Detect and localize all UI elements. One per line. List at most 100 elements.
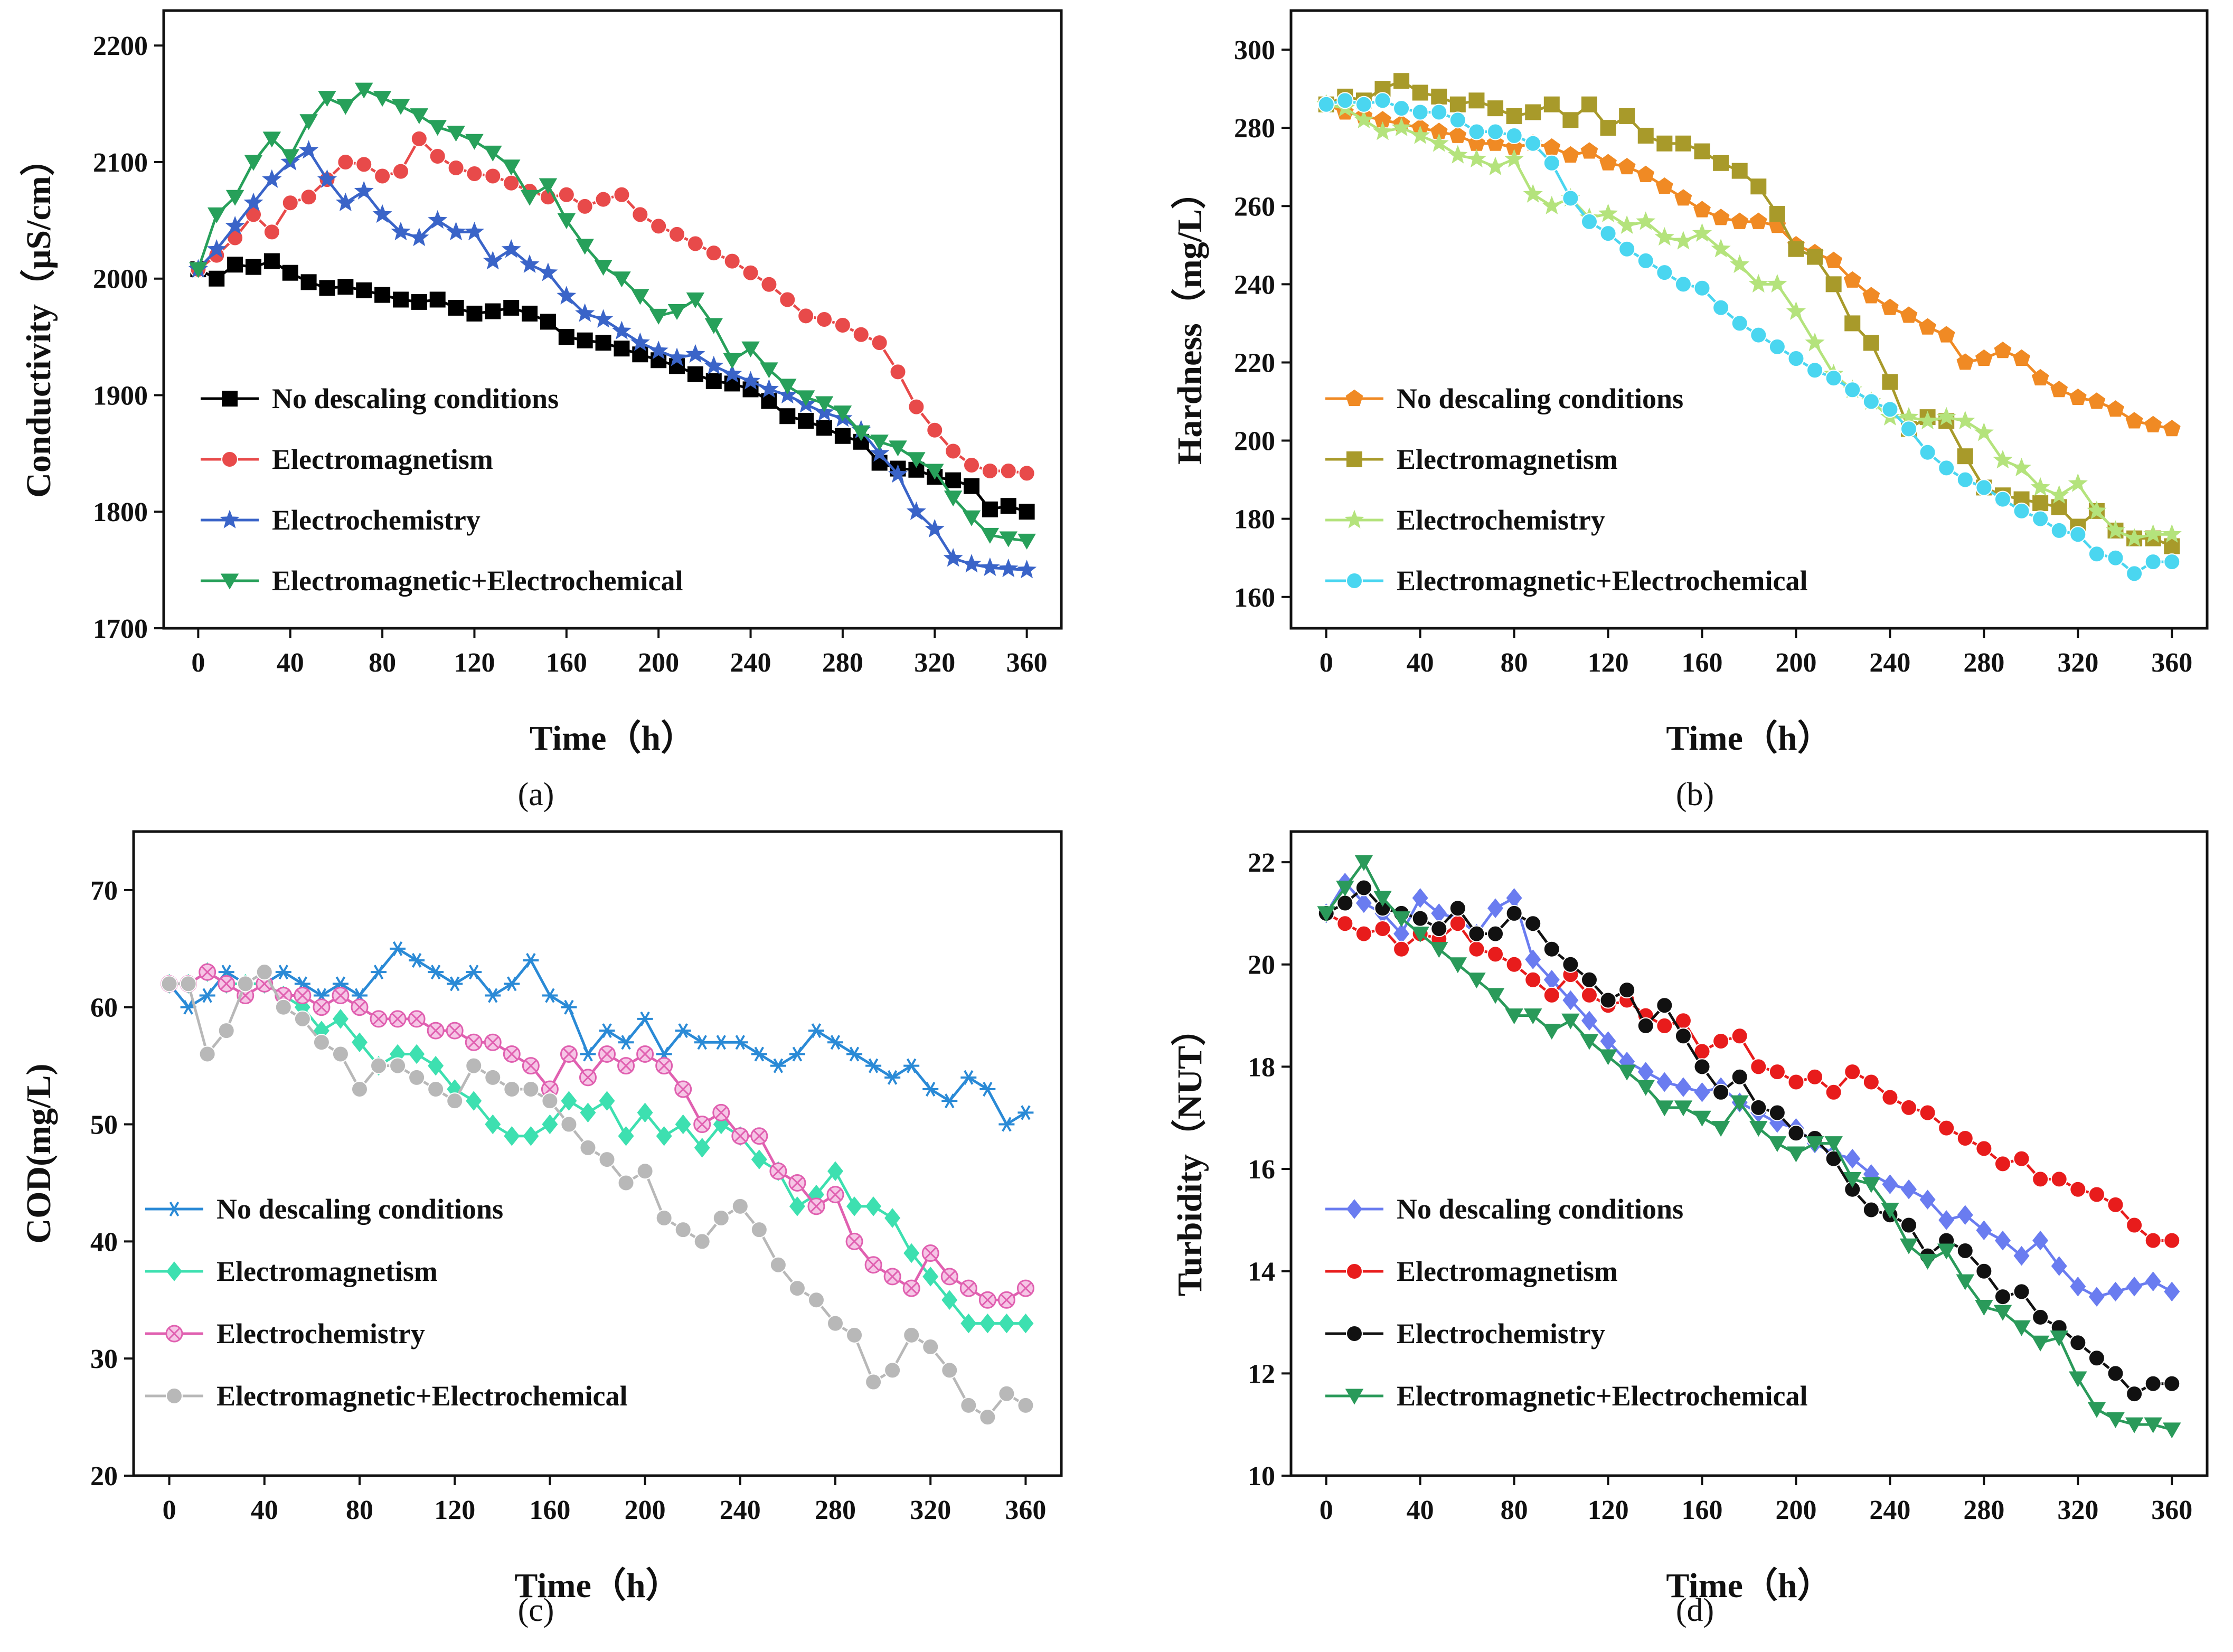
- data-point: [1994, 341, 2012, 358]
- data-point: [2145, 1271, 2161, 1291]
- data-point: [761, 393, 777, 409]
- data-point: [1694, 143, 1710, 159]
- data-point: [209, 270, 225, 287]
- data-point: [1543, 986, 1560, 1004]
- data-point: [428, 1055, 444, 1076]
- data-point: [1504, 148, 1524, 168]
- data-point: [1994, 1230, 2011, 1251]
- y-tick-label: 40: [90, 1227, 118, 1257]
- data-point: [611, 320, 632, 339]
- data-point: [1767, 273, 1787, 293]
- x-tick-label: 160: [1682, 1495, 1723, 1525]
- x-tick-label: 120: [434, 1495, 475, 1525]
- data-point: [561, 999, 577, 1015]
- data-point: [979, 1082, 996, 1097]
- plot-frame: [162, 9, 1063, 630]
- data-point: [769, 1256, 787, 1273]
- data-point: [429, 147, 446, 165]
- y-axis-title: Conductivity（μS/cm）: [19, 141, 58, 497]
- data-point: [1505, 127, 1523, 144]
- legend-label: Electromagnetic+Electrochemical: [1397, 1380, 1808, 1412]
- data-point: [1975, 1140, 1993, 1157]
- legend-entry: No descaling conditions: [201, 383, 559, 414]
- data-point: [522, 1081, 540, 1098]
- data-point: [1486, 988, 1505, 1004]
- data-point: [2126, 565, 2143, 582]
- legend-entry: Electromagnetic+Electrochemical: [1325, 565, 1808, 597]
- data-point: [540, 314, 556, 330]
- data-point: [1712, 299, 1730, 316]
- data-point: [1580, 986, 1598, 1004]
- data-point: [354, 181, 374, 200]
- data-point: [852, 425, 871, 441]
- data-point: [332, 1009, 348, 1029]
- data-point: [485, 988, 501, 1003]
- data-point: [2163, 1422, 2181, 1439]
- data-point: [541, 1092, 559, 1110]
- data-point: [1448, 957, 1467, 974]
- data-point: [685, 344, 705, 363]
- data-point: [1825, 370, 1842, 387]
- data-point: [1524, 915, 1542, 932]
- data-point: [865, 1196, 882, 1216]
- x-tick-label: 280: [815, 1495, 856, 1525]
- legend-marker: [166, 1202, 182, 1216]
- data-point: [789, 1196, 805, 1216]
- legend-entry: No descaling conditions: [1325, 1193, 1683, 1225]
- data-point: [922, 1082, 939, 1097]
- data-point: [1393, 73, 1410, 89]
- data-point: [613, 186, 630, 203]
- data-point: [704, 355, 724, 375]
- data-point: [1731, 1027, 1748, 1045]
- data-point: [299, 140, 319, 159]
- legend-entry: No descaling conditions: [1325, 383, 1683, 414]
- data-point: [1787, 1146, 1805, 1163]
- data-point: [2069, 1334, 2087, 1352]
- data-point: [466, 305, 483, 322]
- data-point: [1580, 1034, 1599, 1050]
- data-point: [1938, 1210, 1955, 1230]
- data-point: [846, 1326, 863, 1344]
- series-line: [169, 970, 1026, 1301]
- data-point: [1449, 126, 1467, 143]
- data-point: [1882, 1174, 1898, 1194]
- data-point: [631, 289, 649, 305]
- panel-label: (b): [1676, 777, 1714, 813]
- data-point: [656, 1126, 672, 1146]
- data-point: [1636, 1080, 1655, 1096]
- data-point: [1713, 155, 1729, 171]
- data-point: [1938, 1119, 1955, 1137]
- data-point: [428, 120, 447, 136]
- y-tick-label: 18: [1248, 1052, 1275, 1082]
- data-point: [313, 1034, 330, 1051]
- data-point: [1017, 560, 1037, 579]
- series-line: [1325, 886, 2172, 1395]
- data-point: [1637, 252, 1654, 269]
- data-point: [789, 1046, 805, 1062]
- data-point: [1487, 925, 1504, 942]
- data-point: [1354, 109, 1374, 129]
- data-point: [485, 303, 501, 319]
- data-point: [903, 1058, 920, 1073]
- data-point: [2088, 1287, 2105, 1307]
- data-point: [2088, 545, 2105, 563]
- data-point: [558, 329, 574, 345]
- legend-marker: [222, 391, 238, 407]
- data-point: [648, 341, 668, 360]
- data-point: [827, 1315, 844, 1332]
- data-point: [373, 91, 392, 107]
- data-point: [908, 398, 925, 416]
- data-point: [1448, 145, 1468, 164]
- legend-entry: Electromagnetism: [145, 1255, 438, 1287]
- y-tick-label: 280: [1234, 114, 1275, 144]
- data-point: [522, 305, 538, 322]
- data-point: [427, 1022, 445, 1040]
- data-point: [1768, 1136, 1787, 1153]
- data-point: [998, 558, 1019, 578]
- x-tick-label: 280: [1963, 1495, 2004, 1525]
- data-point: [1750, 1099, 1767, 1116]
- data-point: [704, 318, 723, 334]
- data-point: [960, 1396, 977, 1414]
- series-electrochemistry: [1317, 879, 2181, 1403]
- data-point: [336, 99, 355, 115]
